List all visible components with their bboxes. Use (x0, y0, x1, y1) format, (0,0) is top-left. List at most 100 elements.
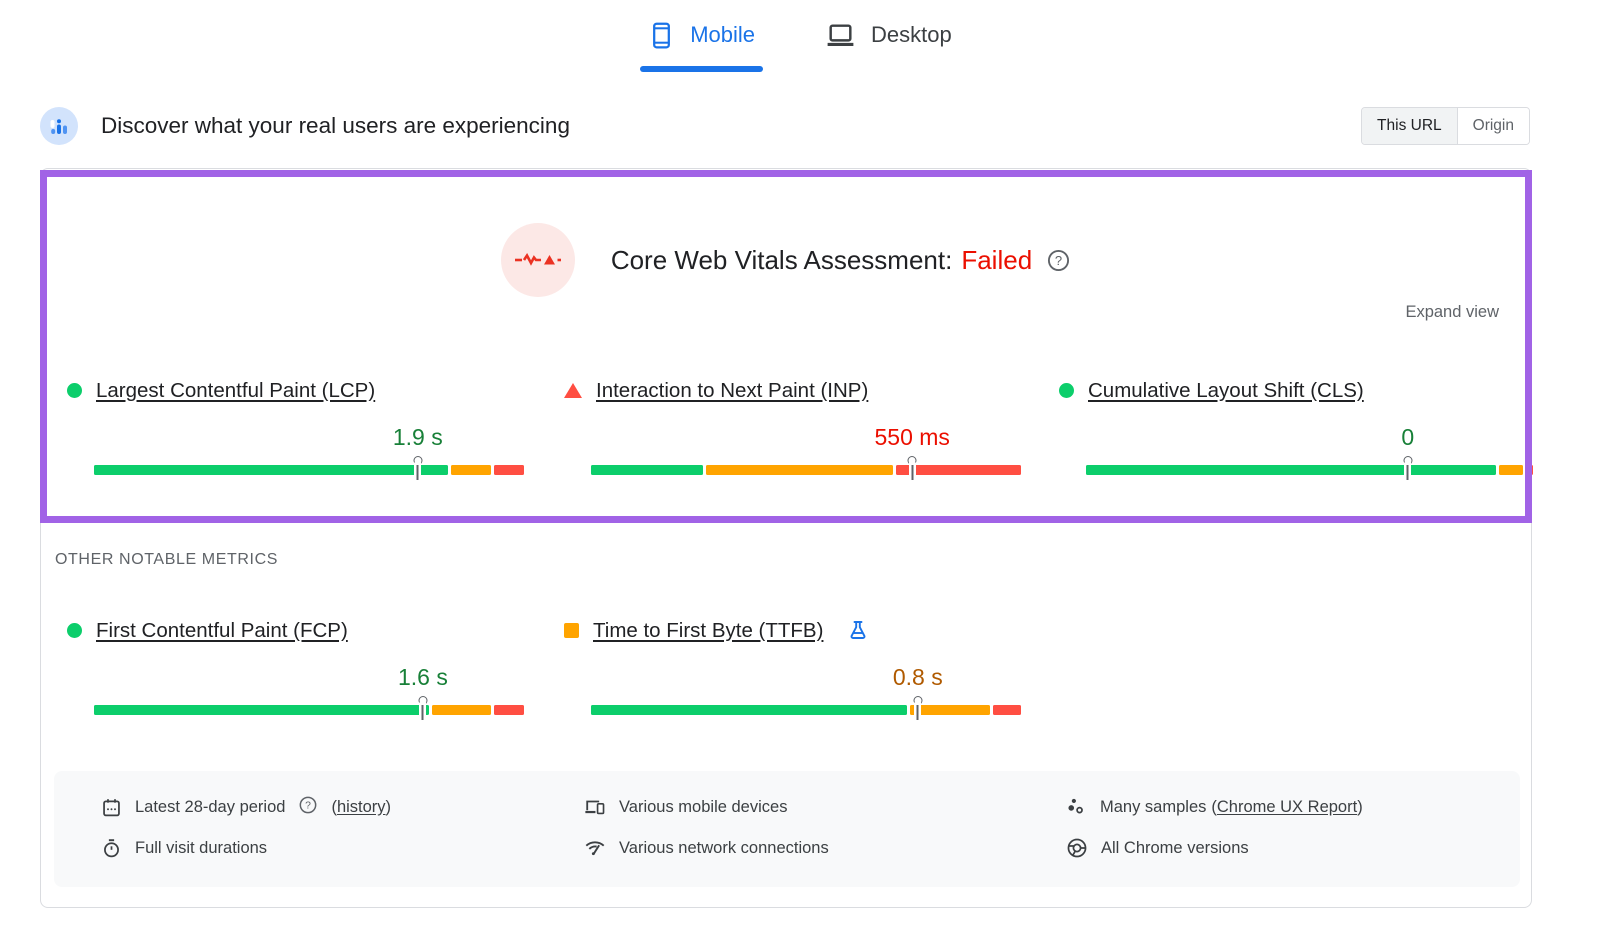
segment-good (591, 705, 907, 715)
metric-value: 550 ms (874, 424, 950, 450)
stopwatch-icon (104, 838, 119, 857)
svg-text:?: ? (1055, 253, 1062, 268)
help-icon[interactable]: ? (1046, 248, 1071, 273)
metric-cls: Cumulative Layout Shift (CLS) 0 (1059, 377, 1533, 480)
svg-text:?: ? (306, 800, 312, 811)
p75-marker-head (1403, 456, 1413, 465)
chrome-icon (1067, 838, 1087, 858)
p75-marker-stem (916, 705, 919, 720)
other-notable-metrics: First Contentful Paint (FCP) 1.6 s Time … (67, 617, 1061, 720)
metric-status-icon (67, 383, 82, 398)
segment-good (1086, 465, 1497, 475)
p75-marker-stem (911, 465, 914, 480)
real-users-icon (40, 107, 78, 145)
p75-marker-stem (421, 705, 424, 720)
metric-distribution-bar (591, 705, 1021, 715)
p75-marker (1403, 456, 1413, 480)
field-data-header: Discover what your real users are experi… (40, 100, 1530, 152)
p75-marker (413, 456, 423, 480)
metric-label-link[interactable]: First Contentful Paint (FCP) (96, 618, 348, 642)
metric-value: 1.6 s (398, 664, 448, 690)
cwv-title-text: Core Web Vitals Assessment: (610, 244, 953, 275)
metric-value: 0 (1401, 424, 1415, 450)
expand-view-button[interactable]: Expand view (1405, 303, 1499, 321)
metric-status-icon (1059, 383, 1074, 398)
samples-note: Many samples (Chrome UX Report) (1066, 795, 1520, 819)
segment-poor (494, 705, 524, 715)
metric-status-icon (564, 623, 579, 638)
p75-marker-head (418, 696, 428, 705)
mobile-phone-icon (653, 22, 671, 48)
segment-average (909, 705, 991, 715)
segment-average (431, 705, 492, 715)
origin-button[interactable]: Origin (1456, 108, 1529, 144)
other-metrics-heading: OTHER NOTABLE METRICS (55, 551, 278, 568)
device-tabs: Mobile Desktop (0, 0, 1600, 74)
segment-average (705, 465, 893, 475)
p75-marker-head (413, 456, 423, 465)
history-link[interactable]: history (336, 797, 386, 816)
connections-note: Various network connections (584, 836, 1066, 860)
samples-dots-icon (1068, 798, 1083, 813)
versions-label: All Chrome versions (1101, 838, 1249, 857)
scope-toggle: This URL Origin (1361, 107, 1530, 145)
p75-marker (418, 696, 428, 720)
metric-value: 1.9 s (392, 424, 443, 450)
metric-ttfb: Time to First Byte (TTFB) 0.8 s (564, 617, 1021, 720)
crux-link-group: (Chrome UX Report) (1211, 797, 1363, 816)
devices-label: Various mobile devices (619, 797, 788, 816)
segment-average (451, 465, 492, 475)
segment-good (94, 465, 449, 475)
core-web-vitals-metrics: Largest Contentful Paint (LCP) 1.9 s Int… (67, 377, 1533, 480)
segment-average (1499, 465, 1524, 475)
tab-mobile[interactable]: Mobile (640, 0, 763, 74)
metric-label-link[interactable]: Cumulative Layout Shift (CLS) (1088, 378, 1364, 402)
field-data-card: Core Web Vitals Assessment: Failed ? Exp… (40, 168, 1533, 908)
desktop-laptop-icon (827, 23, 854, 46)
devices-icon (585, 800, 605, 815)
segment-good (591, 465, 703, 475)
metric-distribution-bar (94, 705, 524, 715)
metric-distribution-bar (1086, 465, 1533, 475)
cwv-assessment-header: Core Web Vitals Assessment: Failed ? (41, 223, 1531, 297)
network-icon (585, 841, 605, 856)
metric-distribution-bar (94, 465, 525, 475)
cwv-status-failed: Failed (961, 244, 1033, 275)
tab-mobile-label: Mobile (690, 22, 756, 47)
period-label: Latest 28-day period (135, 797, 286, 816)
durations-label: Full visit durations (135, 838, 268, 857)
chrome-ux-report-link[interactable]: Chrome UX Report (1216, 797, 1358, 816)
tab-desktop-label: Desktop (871, 22, 952, 47)
cwv-assessment-title: Core Web Vitals Assessment: Failed ? (611, 245, 1071, 276)
p75-marker-head (913, 696, 923, 705)
this-url-button[interactable]: This URL (1362, 108, 1457, 144)
segment-poor (494, 465, 525, 475)
devices-note: Various mobile devices (584, 795, 1066, 819)
connections-label: Various network connections (619, 838, 829, 857)
metric-label-link[interactable]: Time to First Byte (TTFB) (593, 618, 824, 642)
experimental-flask-icon (851, 620, 866, 639)
metric-status-icon (67, 623, 82, 638)
segment-poor (1526, 465, 1533, 475)
p75-marker-stem (416, 465, 419, 480)
p75-marker (913, 696, 923, 720)
metric-lcp: Largest Contentful Paint (LCP) 1.9 s (67, 377, 525, 480)
versions-note: All Chrome versions (1066, 836, 1520, 860)
segment-good (94, 705, 429, 715)
metric-label-link[interactable]: Largest Contentful Paint (LCP) (96, 378, 376, 402)
period-help-icon[interactable]: ? (298, 795, 318, 820)
p75-marker-head (907, 456, 917, 465)
metric-label-link[interactable]: Interaction to Next Paint (INP) (596, 378, 869, 402)
calendar-icon (103, 798, 120, 816)
cwv-pulse-icon (500, 223, 575, 297)
data-collection-notes: Latest 28-day period ? (history) Various… (54, 771, 1520, 887)
history-link-group: (history) (331, 797, 392, 816)
collection-period-note: Latest 28-day period ? (history) (101, 795, 584, 819)
field-section-title: Discover what your real users are experi… (101, 113, 570, 138)
metric-fcp: First Contentful Paint (FCP) 1.6 s (67, 617, 524, 720)
metric-distribution-bar (591, 465, 1021, 475)
tab-desktop[interactable]: Desktop (817, 0, 960, 74)
p75-marker (907, 456, 917, 480)
metric-inp: Interaction to Next Paint (INP) 550 ms (564, 377, 1021, 480)
metric-status-icon (564, 383, 582, 398)
